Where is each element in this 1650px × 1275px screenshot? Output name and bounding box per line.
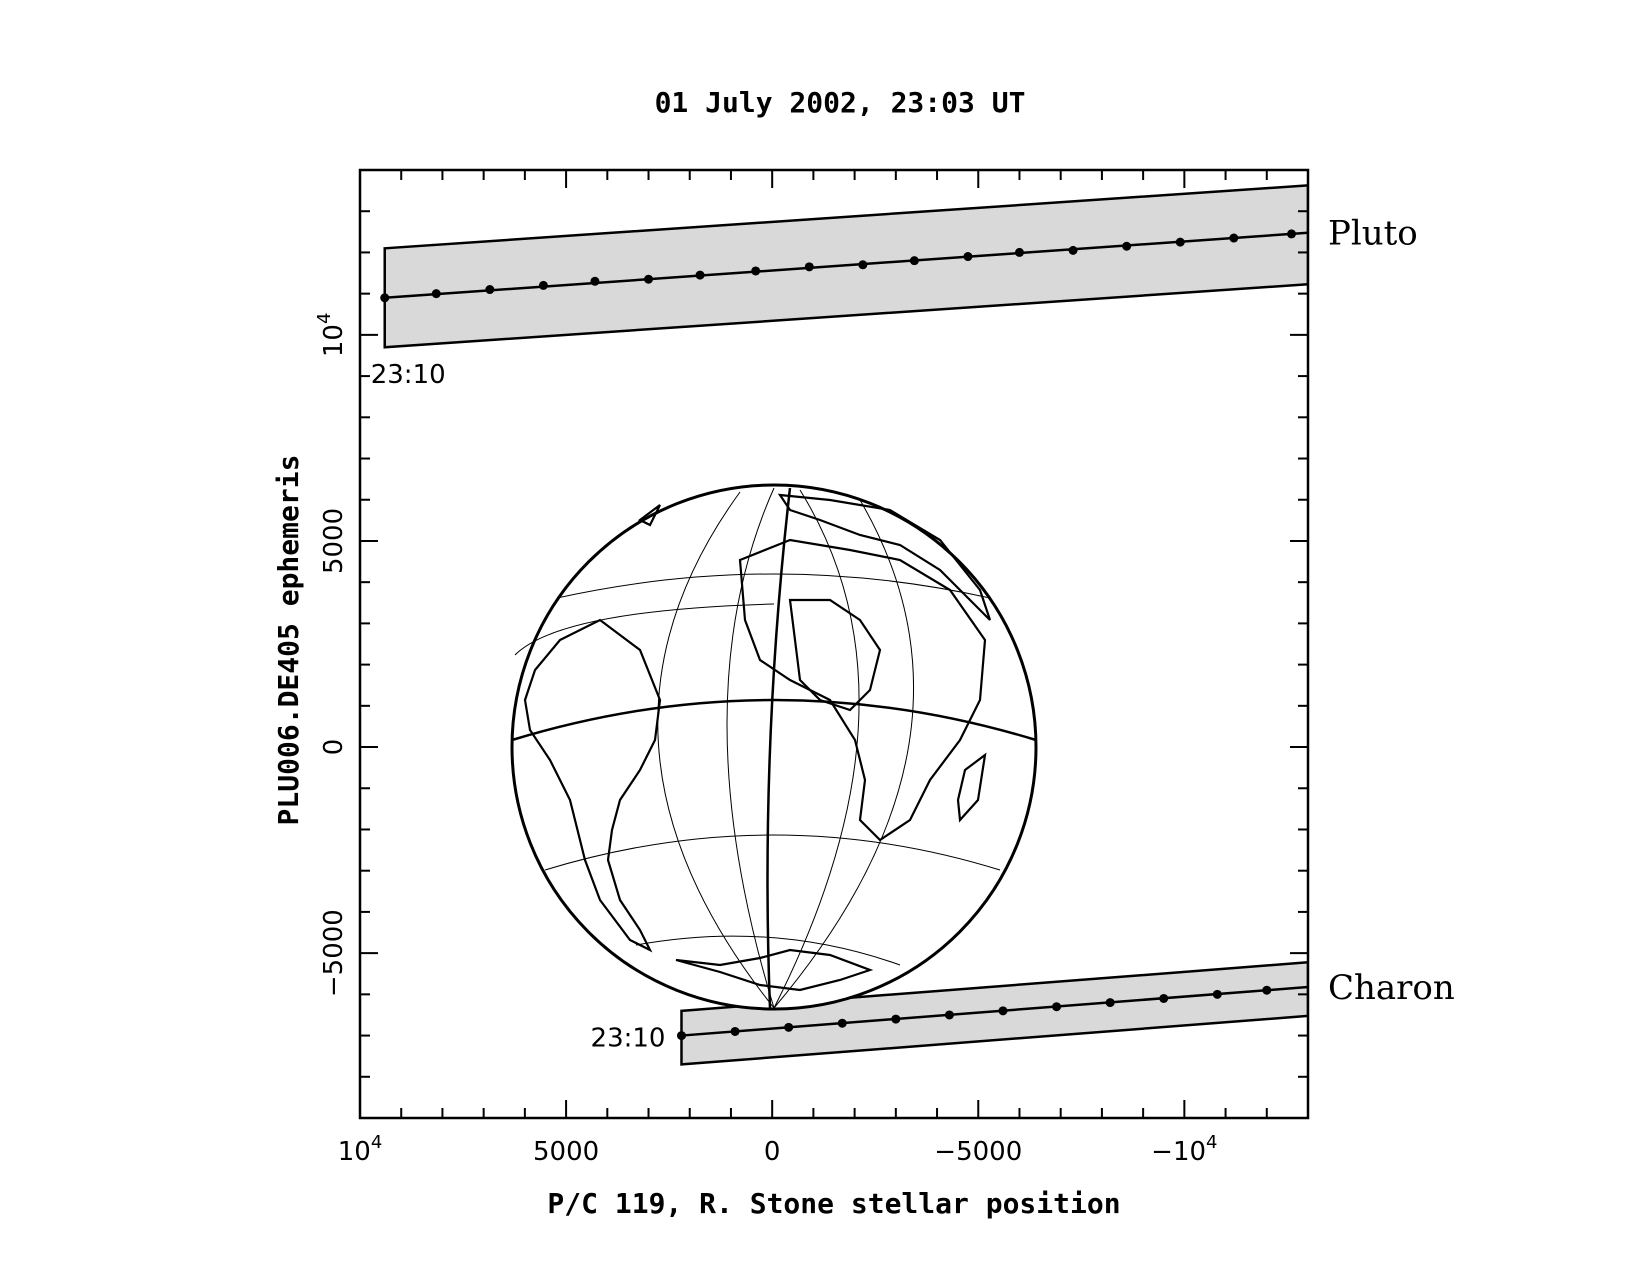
x-tick-label: 0: [764, 1137, 781, 1167]
charon-track-points: [676, 985, 1272, 1041]
x-axis-label: P/C 119, R. Stone stellar position: [547, 1187, 1120, 1220]
y-axis-label: PLU006.DE405 ephemeris: [272, 455, 305, 826]
pluto-time-point: [804, 262, 814, 272]
y-tick-label: 5000: [319, 508, 349, 574]
x-tick-label: 5000: [533, 1137, 599, 1167]
charon-shadow-band: [680, 961, 1308, 1066]
pluto-time-point: [431, 289, 441, 299]
graticule: [514, 487, 1001, 1009]
series-labels: Pluto 23:10 Charon 23:10: [371, 214, 1455, 1054]
plot-frame: [358, 168, 1310, 1120]
pluto-time-point: [1287, 229, 1297, 239]
charon-time-point: [944, 1010, 954, 1020]
y-tick-label: −5000: [319, 909, 349, 997]
pluto-time-point: [1229, 233, 1239, 243]
axis-ticks: [359, 169, 1309, 1119]
pluto-time-point: [1014, 247, 1024, 257]
chart-title: 01 July 2002, 23:03 UT: [655, 86, 1026, 119]
pluto-time-point: [1175, 237, 1185, 247]
pluto-track-points: [380, 229, 1297, 303]
continent-outlines: [523, 493, 992, 992]
y-tick-label: 104: [314, 313, 349, 358]
pluto-time-point: [538, 280, 548, 290]
pluto-track-line: [384, 231, 1308, 300]
pluto-time-point: [751, 266, 761, 276]
charon-time-point: [1212, 989, 1222, 999]
pluto-label: Pluto: [1328, 214, 1418, 254]
pluto-centerline: [384, 231, 1308, 300]
charon-time-point: [837, 1018, 847, 1028]
charon-time-point: [676, 1031, 686, 1041]
y-tick-label: 0: [319, 739, 349, 756]
charon-time-point: [784, 1022, 794, 1032]
pluto-time-point: [485, 285, 495, 295]
charon-time-point: [1262, 985, 1272, 995]
charon-label: Charon: [1328, 968, 1455, 1008]
pluto-time-point: [380, 293, 390, 303]
x-tick-label: −5000: [934, 1137, 1022, 1167]
pluto-time-point: [858, 260, 868, 270]
earth-limb: [510, 483, 1038, 1011]
earth-globe: [510, 483, 1038, 1011]
pluto-start-time-label: 23:10: [371, 360, 446, 390]
pluto-time-point: [644, 274, 654, 284]
charon-time-point: [891, 1014, 901, 1024]
pluto-time-point: [1122, 241, 1132, 251]
x-tick-label: −104: [1151, 1132, 1217, 1167]
charon-time-point: [730, 1026, 740, 1036]
pluto-time-point: [590, 276, 600, 286]
axis-tick-labels: 104 5000 0 −5000 −104 104 5000 0 −5000: [314, 313, 1218, 1167]
charon-time-point: [1105, 998, 1115, 1008]
pluto-time-point: [695, 270, 705, 280]
charon-start-time-label: 23:10: [591, 1024, 666, 1054]
pluto-time-point: [963, 252, 973, 262]
charon-time-point: [998, 1006, 1008, 1016]
pluto-time-point: [1068, 245, 1078, 255]
charon-time-point: [1159, 993, 1169, 1003]
earth-main-lines: [511, 487, 1037, 1009]
pluto-time-point: [909, 256, 919, 266]
x-tick-label: 104: [338, 1132, 383, 1167]
charon-time-point: [1052, 1002, 1062, 1012]
